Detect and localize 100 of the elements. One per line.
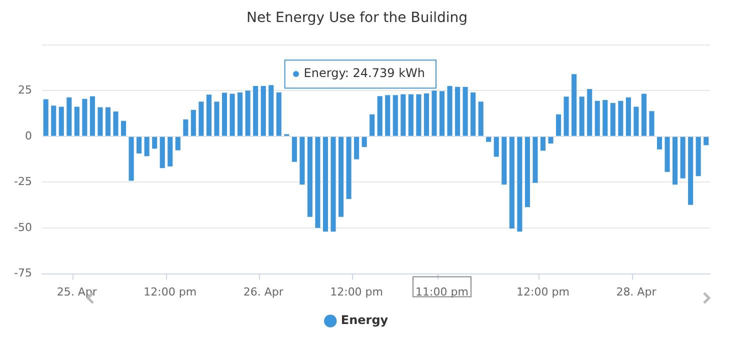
bar bbox=[90, 96, 95, 136]
bar bbox=[128, 136, 134, 181]
bar bbox=[51, 106, 56, 136]
bar bbox=[470, 92, 476, 136]
bar bbox=[688, 136, 694, 205]
x-tick-label: 12:00 pm bbox=[144, 285, 197, 298]
bar bbox=[183, 119, 188, 136]
annotation: Energy: 24.739 kWh bbox=[304, 66, 426, 80]
bar bbox=[322, 136, 328, 232]
x-tick-label: 25. Apr bbox=[56, 285, 98, 298]
bar bbox=[587, 88, 592, 136]
bar bbox=[98, 107, 103, 136]
bar bbox=[198, 102, 204, 136]
bar bbox=[556, 114, 562, 136]
bar bbox=[572, 74, 577, 136]
bar bbox=[447, 86, 452, 136]
bar bbox=[268, 85, 274, 136]
bar bbox=[66, 97, 72, 136]
bar bbox=[253, 86, 258, 136]
bar bbox=[82, 98, 88, 136]
bar bbox=[455, 86, 460, 136]
bar bbox=[338, 136, 344, 217]
bar bbox=[230, 94, 235, 136]
y-tick-label: -25 bbox=[14, 175, 32, 188]
bar bbox=[564, 96, 569, 136]
bar bbox=[649, 111, 654, 136]
bar bbox=[315, 136, 320, 228]
bar bbox=[502, 136, 507, 185]
bar bbox=[136, 136, 142, 154]
bar bbox=[486, 136, 492, 142]
bar bbox=[579, 96, 584, 136]
bar bbox=[610, 103, 616, 136]
bar bbox=[704, 136, 709, 146]
bar bbox=[346, 136, 352, 200]
bar bbox=[462, 86, 468, 136]
x-tick-label: 26. Apr bbox=[243, 285, 284, 298]
x-tick-label: 11:00 pm bbox=[416, 285, 468, 298]
bar bbox=[548, 136, 554, 144]
bar bbox=[276, 92, 282, 136]
y-tick-label: -75 bbox=[14, 266, 32, 280]
bar bbox=[160, 136, 165, 168]
bar bbox=[602, 100, 608, 136]
x-tick-label: 12:00 pm bbox=[330, 285, 384, 298]
bar bbox=[354, 136, 360, 160]
bar bbox=[74, 106, 80, 136]
bar bbox=[509, 136, 514, 229]
bar bbox=[439, 91, 445, 136]
bar bbox=[634, 106, 639, 136]
bar bbox=[416, 94, 422, 136]
bar bbox=[377, 96, 382, 136]
bar bbox=[307, 136, 312, 217]
y-tick-label: 0 bbox=[24, 129, 32, 142]
bar bbox=[222, 92, 228, 136]
x-tick-label: 12:00 pm bbox=[516, 285, 570, 298]
y-tick-label: 25 bbox=[18, 83, 32, 96]
bar bbox=[370, 114, 375, 136]
bar bbox=[672, 136, 678, 185]
bar bbox=[656, 136, 662, 150]
bar bbox=[641, 94, 646, 136]
bar bbox=[121, 120, 126, 136]
bar bbox=[300, 136, 305, 185]
bar bbox=[618, 100, 624, 136]
bar bbox=[175, 136, 180, 150]
bar bbox=[168, 136, 173, 166]
bar bbox=[43, 99, 48, 136]
bar bbox=[594, 100, 600, 136]
bar bbox=[113, 111, 118, 136]
bar bbox=[330, 136, 336, 232]
bar bbox=[260, 86, 266, 136]
bar bbox=[206, 94, 212, 136]
bar bbox=[696, 136, 701, 176]
bar bbox=[680, 136, 686, 178]
bar bbox=[532, 136, 538, 183]
bar bbox=[408, 94, 414, 136]
bar bbox=[494, 136, 499, 157]
chart-title: Net Energy Use for the Building bbox=[246, 10, 468, 26]
bar bbox=[105, 107, 111, 136]
bar bbox=[214, 102, 220, 136]
bar bbox=[664, 136, 670, 172]
bar bbox=[362, 136, 367, 148]
legend-label: Energy bbox=[340, 313, 388, 328]
bar bbox=[517, 136, 522, 232]
bar bbox=[385, 95, 390, 136]
bar bbox=[245, 90, 250, 136]
bar bbox=[292, 136, 297, 162]
bar bbox=[424, 93, 429, 136]
bar bbox=[144, 136, 150, 156]
bar bbox=[58, 106, 64, 136]
bar bbox=[190, 110, 196, 136]
bar bbox=[524, 136, 530, 208]
y-tick-label: -50 bbox=[14, 220, 32, 234]
bar bbox=[540, 136, 546, 151]
x-tick-label: 28. Apr bbox=[616, 285, 657, 298]
bar bbox=[400, 94, 406, 136]
bar bbox=[432, 90, 437, 136]
bar bbox=[392, 95, 398, 136]
bar bbox=[152, 136, 158, 149]
bar bbox=[478, 102, 484, 136]
bar bbox=[626, 97, 631, 136]
bar bbox=[238, 92, 243, 136]
